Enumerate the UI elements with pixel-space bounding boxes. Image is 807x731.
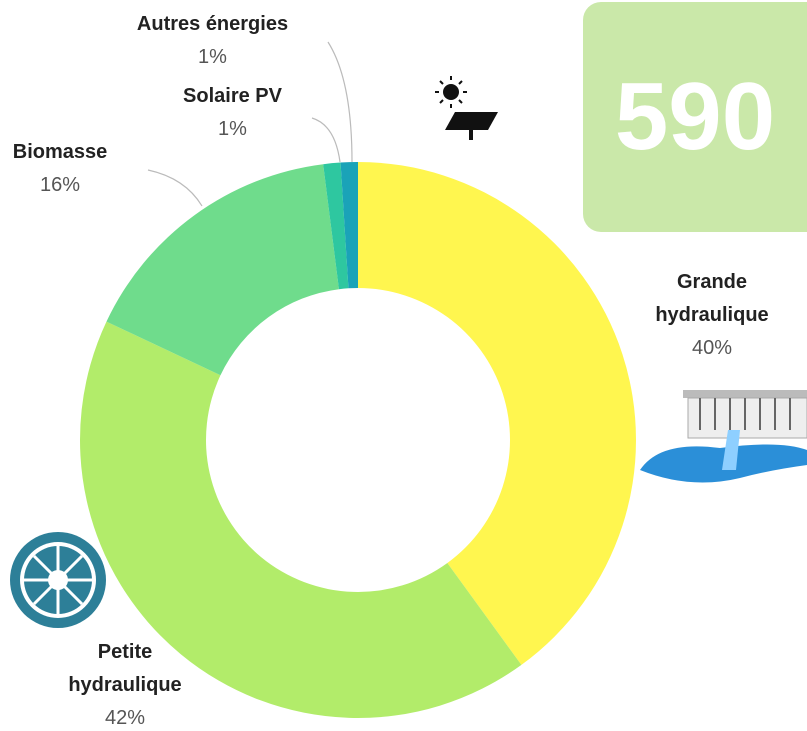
slice-name: Solaire PV <box>150 80 315 113</box>
slice-name: Biomasse <box>0 136 120 169</box>
chart-wrap: 590 <box>0 0 807 731</box>
slice-value: 1% <box>100 41 325 74</box>
page: Donut chart {"chart_data": {"type": "don… <box>0 0 807 731</box>
slice-name: Autres énergies <box>100 8 325 41</box>
turbine-icon <box>10 532 106 628</box>
slice-value: 42% <box>40 702 210 731</box>
body: 590 <box>0 0 807 731</box>
chart <box>0 0 807 731</box>
slice-value: 1% <box>150 113 315 146</box>
slice-name: Grande hydraulique <box>632 266 792 332</box>
leader-line <box>312 118 340 162</box>
dam-icon <box>640 390 807 483</box>
slice-value: 40% <box>632 332 792 365</box>
slice-value: 16% <box>0 169 120 202</box>
slices <box>80 162 636 718</box>
slice-name: Petite hydraulique <box>40 636 210 702</box>
leader-line <box>148 170 202 206</box>
solar-icon <box>435 76 498 140</box>
leader-line <box>328 42 352 162</box>
